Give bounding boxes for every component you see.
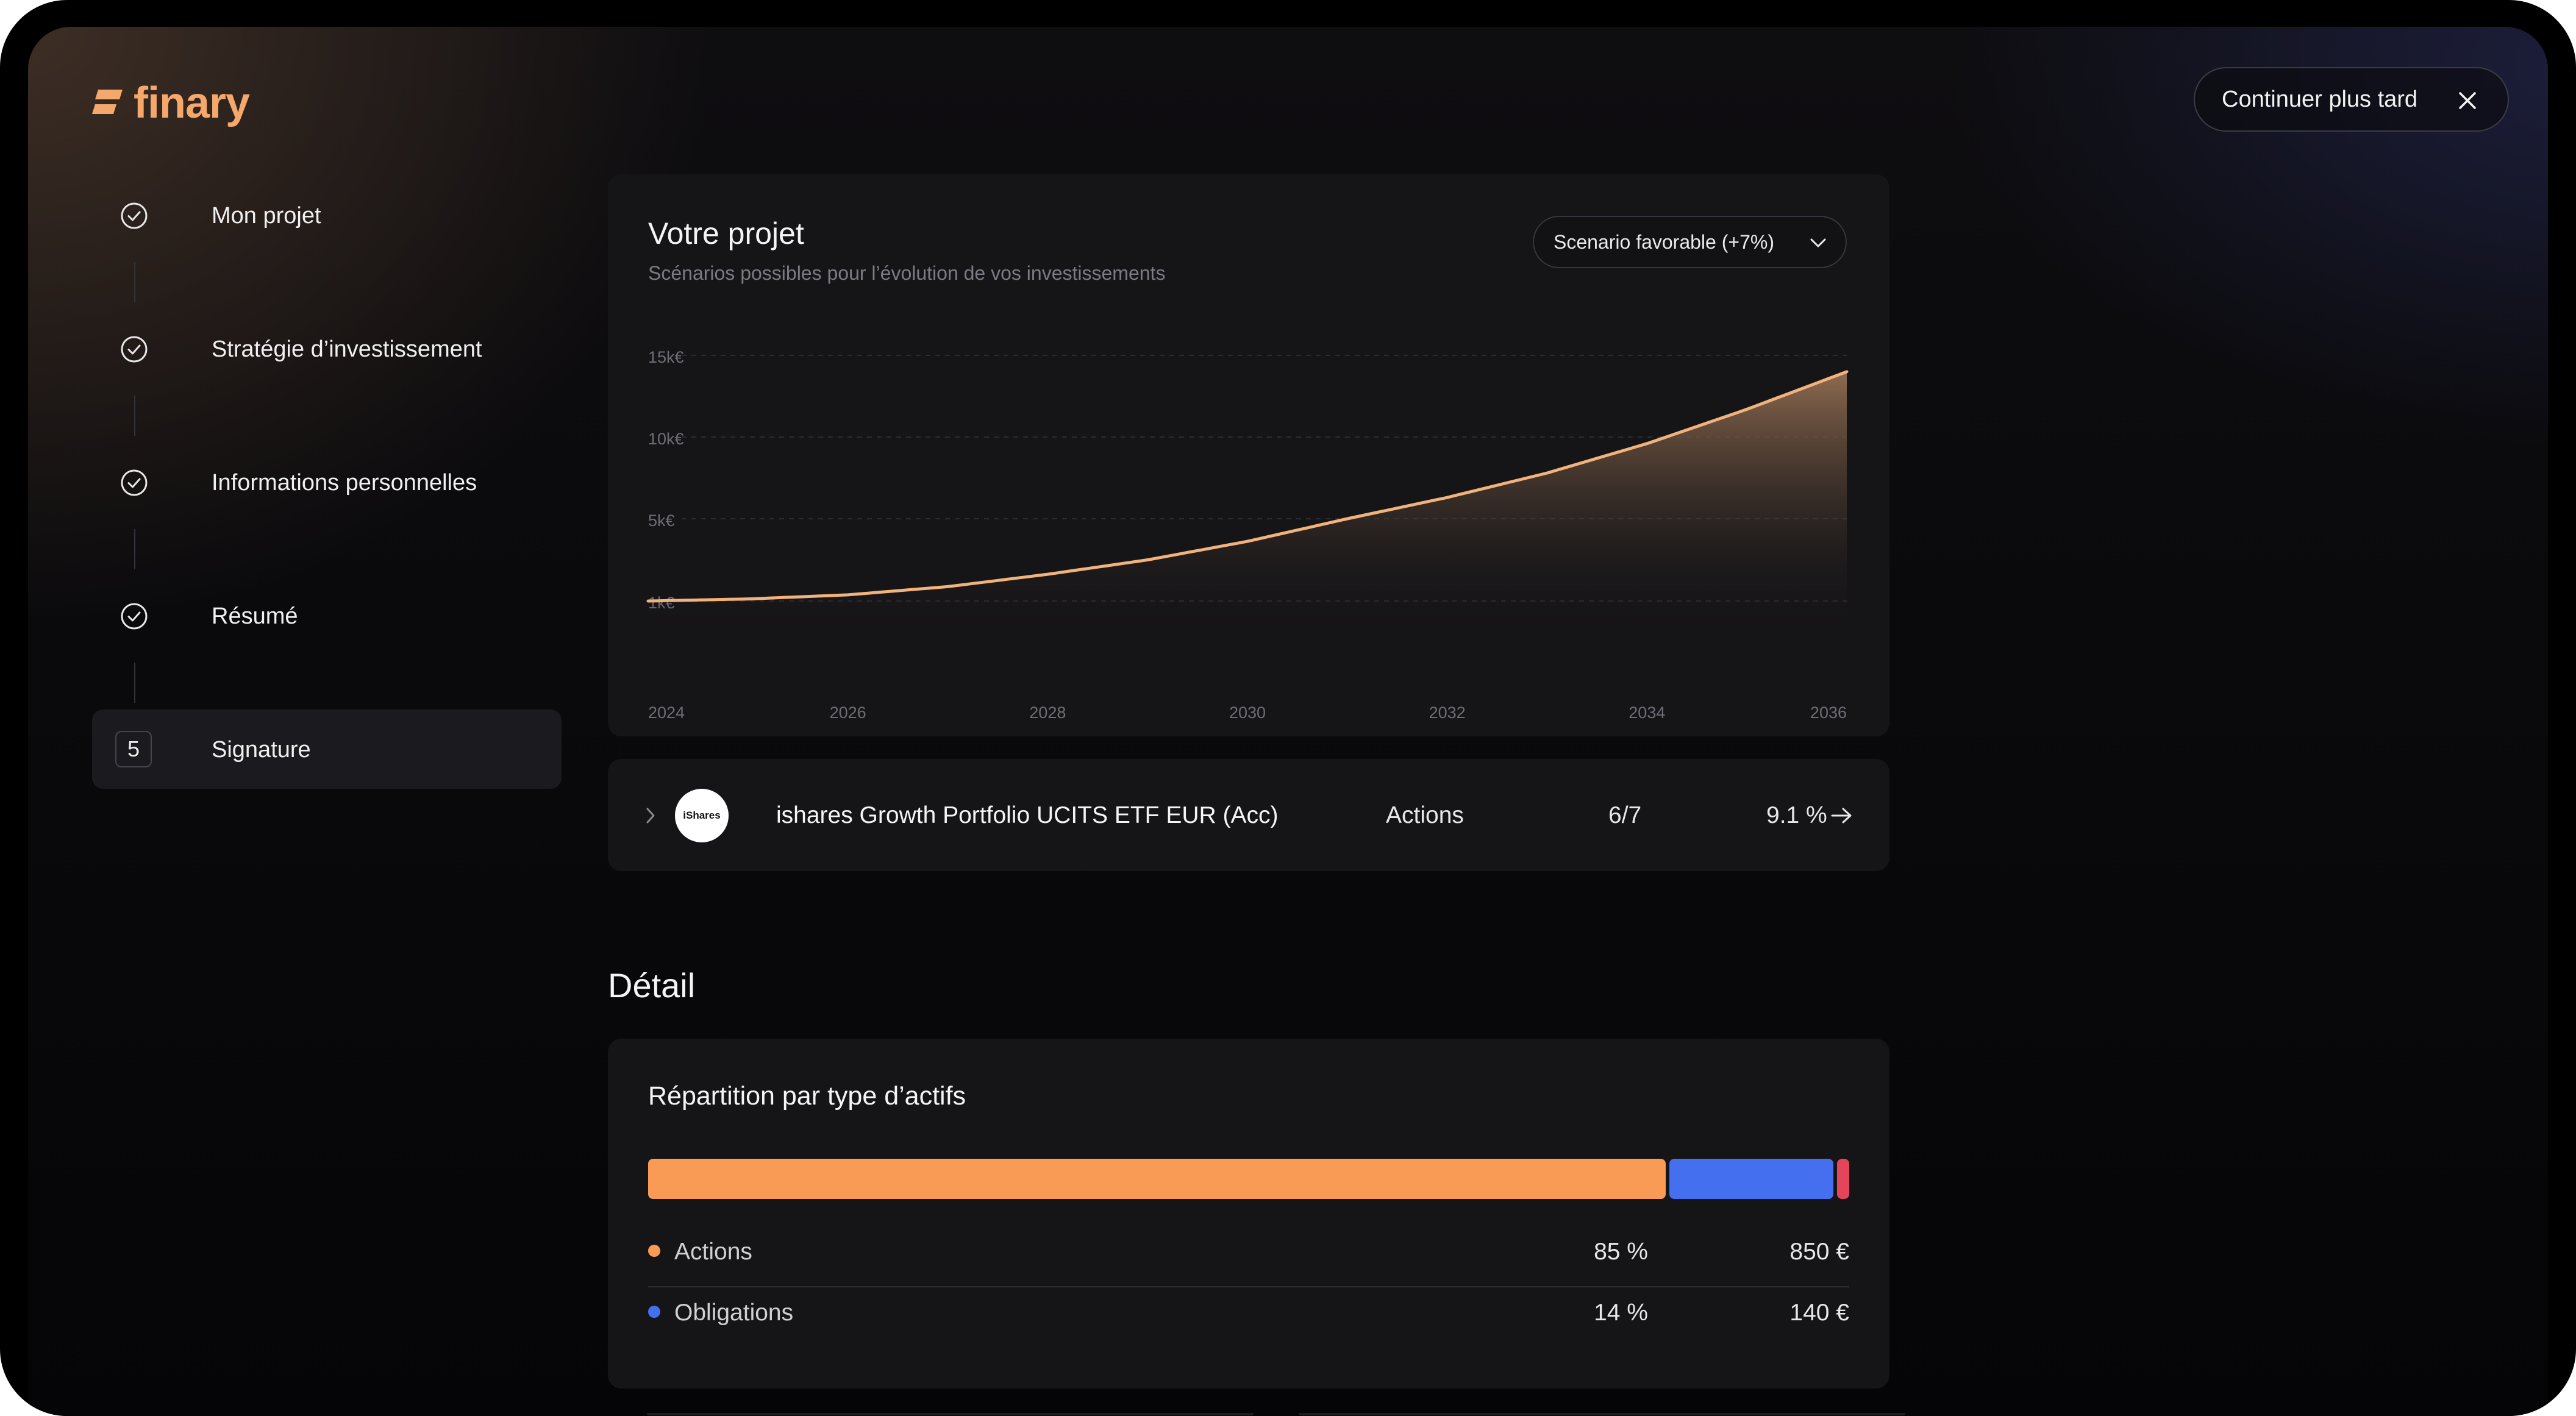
y-tick-label: 5k€	[648, 511, 675, 530]
allocation-percent: 14 %	[1594, 1300, 1648, 1326]
allocation-card: Répartition par type d’actifs Actions 85…	[608, 1039, 1889, 1389]
etf-name: ishares Growth Portfolio UCITS ETF EUR (…	[776, 802, 1279, 828]
step-label: Signature	[212, 737, 311, 763]
allocation-row-obligations: Obligations 14 % 140 €	[648, 1281, 1849, 1342]
step-connector	[134, 529, 135, 569]
ishares-logo-text: iShares	[683, 809, 721, 821]
row-divider	[648, 1286, 1849, 1287]
step-label: Stratégie d’investissement	[212, 336, 482, 362]
x-tick-label: 2034	[1629, 703, 1665, 722]
allocation-amount: 850 €	[1789, 1239, 1849, 1265]
series-line	[646, 370, 1849, 603]
allocation-bar-segment	[648, 1159, 1666, 1199]
etf-risk-score: 6/7	[1608, 802, 1642, 828]
check-circle-icon	[121, 202, 148, 229]
project-subtitle: Scénarios possibles pour l’évolution de …	[648, 262, 1166, 284]
arrow-right-icon[interactable]	[1830, 806, 1854, 825]
continue-later-label: Continuer plus tard	[2222, 86, 2418, 112]
x-tick-label: 2032	[1429, 703, 1466, 722]
step-connector	[134, 396, 135, 436]
y-tick-label: 10k€	[648, 430, 684, 448]
app-screen: finary Continuer plus tard Mon projet St…	[28, 27, 2548, 1416]
next-card-edge	[1299, 1413, 1905, 1415]
finary-logo[interactable]: finary	[92, 76, 250, 130]
etf-row[interactable]: iShares ishares Growth Portfolio UCITS E…	[608, 759, 1889, 871]
allocation-title: Répartition par type d’actifs	[648, 1081, 966, 1111]
projection-chart: 15k€10k€5k€1k€20242026202820302032203420…	[646, 348, 1849, 722]
allocation-row-actions: Actions 85 % 850 €	[648, 1220, 1849, 1281]
finary-logo-icon	[92, 90, 123, 114]
legend-dot	[648, 1245, 660, 1257]
allocation-percent: 85 %	[1594, 1239, 1648, 1265]
x-tick-label: 2030	[1229, 703, 1266, 722]
x-tick-label: 2026	[830, 703, 866, 722]
step-mon-projet[interactable]: Mon projet	[92, 176, 562, 255]
x-tick-label: 2024	[648, 703, 685, 722]
project-card: 15k€10k€5k€1k€20242026202820302032203420…	[608, 174, 1889, 736]
chevron-right-icon[interactable]	[644, 806, 657, 825]
step-label: Informations personnelles	[212, 470, 477, 496]
scenario-dropdown-value: Scenario favorable (+7%)	[1554, 230, 1774, 253]
step-label: Résumé	[212, 603, 298, 629]
etf-asset-type: Actions	[1386, 802, 1464, 828]
ishares-logo: iShares	[675, 789, 729, 842]
step-resume[interactable]: Résumé	[92, 576, 562, 655]
step-connector	[134, 663, 135, 703]
detail-heading: Détail	[608, 966, 696, 1005]
allocation-name: Obligations	[674, 1300, 794, 1326]
check-circle-icon	[121, 469, 148, 496]
project-title: Votre projet	[648, 216, 804, 251]
step-connector	[134, 262, 135, 302]
chevron-down-icon	[1810, 238, 1826, 247]
step-signature[interactable]: 5 Signature	[92, 710, 562, 789]
x-tick-label: 2028	[1029, 703, 1066, 722]
step-number-badge: 5	[115, 731, 152, 767]
check-circle-icon	[121, 603, 148, 630]
legend-dot	[648, 1306, 660, 1318]
step-label: Mon projet	[212, 203, 321, 229]
etf-performance: 9.1 %	[1766, 802, 1827, 828]
close-icon	[2459, 92, 2476, 109]
next-card-edge	[647, 1413, 1254, 1415]
allocation-amount: 140 €	[1789, 1300, 1849, 1326]
check-circle-icon	[121, 336, 148, 363]
allocation-bar-segment	[1669, 1159, 1834, 1199]
continue-later-button[interactable]: Continuer plus tard	[2194, 67, 2509, 132]
step-strategie[interactable]: Stratégie d’investissement	[92, 309, 562, 388]
area-fill	[648, 371, 1847, 638]
logo-wordmark: finary	[134, 79, 250, 127]
step-informations[interactable]: Informations personnelles	[92, 443, 562, 522]
scenario-dropdown[interactable]: Scenario favorable (+7%)	[1533, 216, 1847, 268]
allocation-name: Actions	[674, 1239, 752, 1265]
allocation-bar-segment	[1837, 1159, 1849, 1199]
y-tick-label: 15k€	[648, 348, 684, 366]
x-tick-label: 2036	[1810, 703, 1847, 722]
